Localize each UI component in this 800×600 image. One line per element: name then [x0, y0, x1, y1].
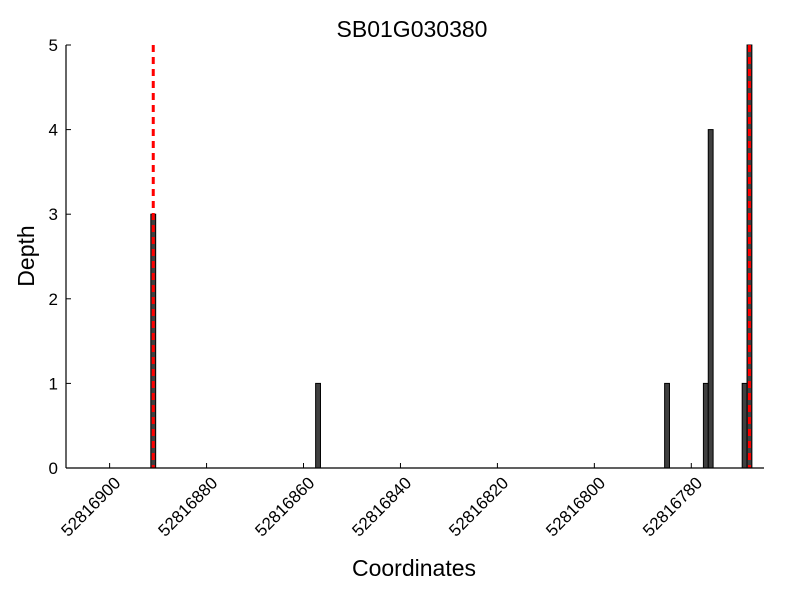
x-tick-label: 52816900	[58, 473, 125, 540]
y-tick-label: 0	[49, 459, 58, 478]
y-tick-label: 2	[49, 290, 58, 309]
x-tick-label: 52816860	[251, 473, 318, 540]
y-axis-ticks: 0 1 2 3 4 5	[49, 36, 71, 478]
x-tick-label: 52816780	[639, 473, 706, 540]
x-tick-label: 52816800	[542, 473, 609, 540]
depth-bar	[315, 382, 321, 469]
x-tick-label: 52816820	[445, 473, 512, 540]
y-tick-label: 1	[49, 374, 58, 393]
x-axis-label: Coordinates	[352, 555, 476, 581]
x-axis-ticks: 52816900 52816880 52816860 52816840 52816820…	[58, 463, 706, 540]
x-tick-label: 52816840	[348, 473, 415, 540]
x-tick-label: 52816880	[154, 473, 221, 540]
plot-area	[150, 44, 753, 469]
depth-bar	[707, 129, 714, 469]
y-tick-label: 3	[49, 205, 58, 224]
y-axis-label: Depth	[13, 225, 39, 286]
depth-bar	[664, 382, 670, 469]
depth-bar	[741, 382, 748, 469]
chart-title: SB01G030380	[337, 16, 488, 42]
y-tick-label: 5	[49, 36, 58, 55]
y-tick-label: 4	[49, 121, 58, 140]
depth-bar	[702, 382, 709, 469]
